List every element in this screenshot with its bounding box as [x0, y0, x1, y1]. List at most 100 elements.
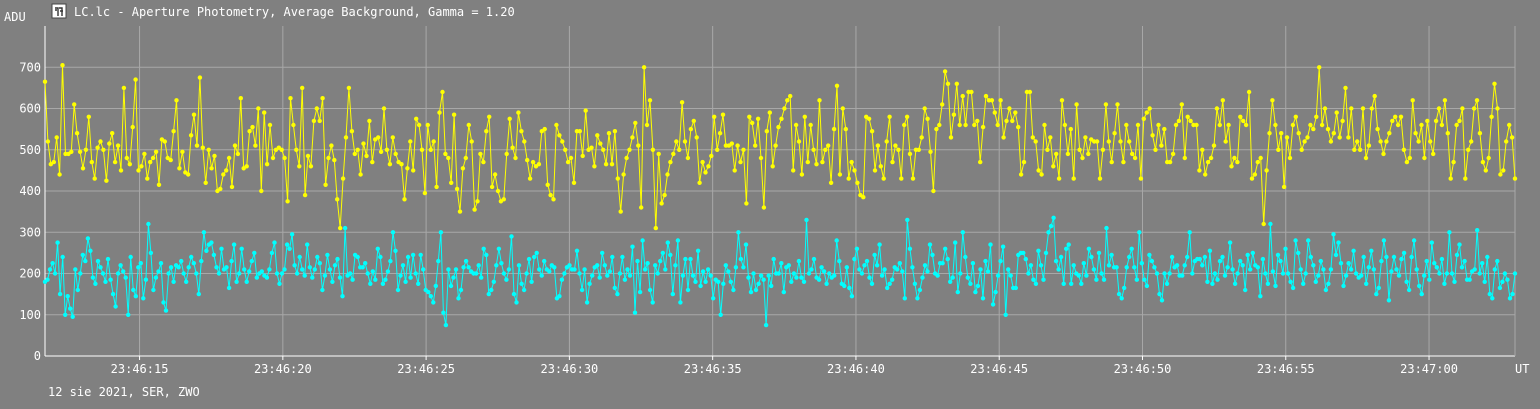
- data-point: [458, 287, 464, 293]
- data-point: [1276, 147, 1281, 152]
- data-point: [378, 149, 384, 154]
- data-point: [864, 258, 870, 264]
- data-point: [1273, 122, 1278, 128]
- data-point: [1424, 258, 1429, 264]
- data-point: [400, 263, 406, 268]
- data-point: [1318, 258, 1324, 264]
- data-point: [843, 126, 848, 132]
- data-point: [1038, 263, 1044, 268]
- data-point: [368, 281, 373, 286]
- data-point: [486, 291, 491, 297]
- data-point: [985, 269, 991, 274]
- data-point: [930, 252, 935, 258]
- data-point: [1054, 151, 1059, 157]
- data-point: [274, 271, 280, 276]
- data-point: [647, 98, 653, 103]
- data-point: [146, 221, 151, 227]
- data-point: [560, 139, 565, 144]
- data-point: [532, 254, 537, 260]
- data-point: [1404, 159, 1410, 165]
- data-point: [269, 250, 275, 256]
- data-point: [882, 267, 887, 272]
- data-point: [823, 147, 828, 152]
- data-point: [425, 122, 430, 128]
- data-point: [801, 279, 807, 284]
- data-point: [1106, 139, 1112, 144]
- data-point: [639, 205, 644, 210]
- data-point: [1135, 122, 1141, 128]
- data-point: [1144, 110, 1150, 115]
- data-point: [1246, 89, 1252, 95]
- data-point: [1401, 250, 1407, 256]
- data-point: [1348, 267, 1354, 272]
- data-point: [186, 265, 191, 270]
- data-point: [969, 89, 974, 95]
- data-point: [343, 135, 349, 140]
- y-tick-label: 200: [19, 267, 41, 281]
- data-point: [685, 155, 691, 161]
- data-point: [171, 279, 176, 284]
- data-point: [1328, 267, 1334, 272]
- data-point: [817, 98, 822, 103]
- data-point: [1167, 271, 1172, 276]
- data-point: [1232, 155, 1237, 161]
- data-point: [1157, 291, 1162, 297]
- data-point: [153, 149, 159, 154]
- data-point: [1030, 135, 1036, 140]
- data-point: [209, 166, 214, 171]
- data-point: [1056, 176, 1062, 181]
- data-point: [668, 159, 673, 165]
- data-point: [88, 248, 93, 253]
- data-point: [1101, 277, 1107, 282]
- data-point: [653, 225, 658, 231]
- data-point: [1399, 256, 1404, 262]
- data-point: [1124, 265, 1129, 270]
- data-point: [872, 168, 878, 173]
- data-point: [978, 267, 983, 272]
- grid-lines: [45, 26, 1515, 356]
- data-point: [95, 145, 100, 150]
- data-point: [1434, 265, 1440, 270]
- data-point: [1498, 172, 1503, 177]
- data-point: [896, 147, 901, 152]
- data-point: [1395, 122, 1401, 128]
- data-point: [866, 116, 872, 122]
- data-point: [1036, 168, 1041, 173]
- data-point: [1285, 271, 1291, 276]
- data-point: [855, 180, 860, 185]
- data-point: [47, 267, 53, 272]
- data-point: [332, 263, 338, 268]
- data-point: [602, 263, 607, 268]
- data-point: [763, 322, 769, 328]
- data-point: [338, 225, 343, 231]
- data-point: [1341, 283, 1346, 289]
- data-point: [693, 279, 698, 284]
- data-point: [751, 271, 756, 276]
- data-point: [1512, 271, 1518, 276]
- data-point: [597, 275, 602, 280]
- data-point: [403, 279, 408, 284]
- data-point: [736, 230, 741, 235]
- data-point: [479, 275, 484, 280]
- data-point: [788, 93, 793, 99]
- data-point: [1124, 122, 1129, 128]
- y-tick-label: 0: [34, 349, 41, 363]
- data-point: [1235, 271, 1240, 276]
- data-point: [239, 246, 244, 251]
- data-point: [899, 176, 904, 181]
- data-point: [475, 199, 480, 204]
- data-point: [1287, 155, 1293, 161]
- data-point: [963, 122, 968, 128]
- data-point: [176, 265, 181, 270]
- data-point: [615, 291, 620, 297]
- data-point: [1303, 271, 1308, 276]
- data-point: [150, 155, 156, 161]
- data-point: [885, 285, 890, 291]
- data-point: [1109, 159, 1114, 165]
- data-point: [1463, 176, 1468, 181]
- data-point: [1293, 238, 1298, 243]
- data-point: [703, 279, 708, 284]
- data-point: [879, 273, 885, 278]
- data-point: [1296, 131, 1301, 136]
